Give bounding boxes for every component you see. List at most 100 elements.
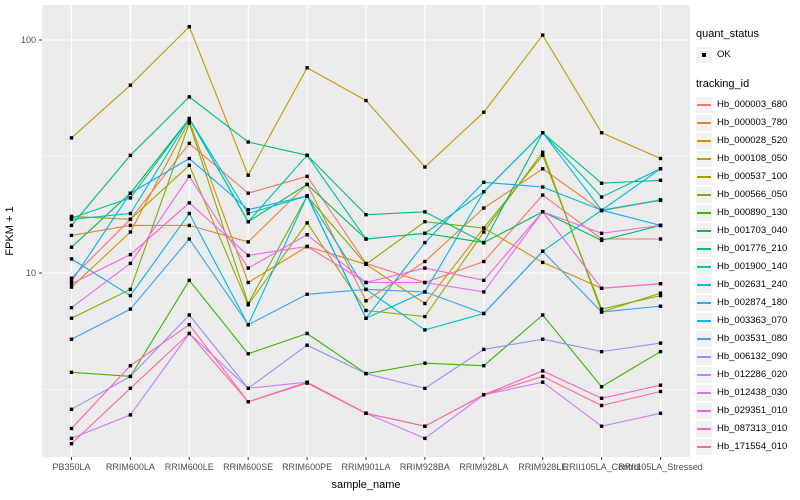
data-point [305,174,309,178]
legend-line-swatch-icon [697,193,711,196]
data-point [128,252,133,257]
legend-entry-label: Hb_000108_050 [717,153,788,164]
x-tick-label: RRIM928LA [459,462,508,472]
legend-entry-label: Hb_006132_090 [717,351,788,362]
data-point [69,436,74,441]
data-point [541,185,545,189]
data-point [364,213,368,217]
data-point [658,223,663,228]
legend-key [696,114,712,131]
data-point [364,287,368,292]
legend-entry-Hb_001703_040: Hb_001703_040 [696,222,800,239]
data-point [482,364,486,368]
legend-line-swatch-icon [697,427,711,430]
data-point [128,196,133,200]
y-tick-label: 10 [26,268,36,278]
data-point [187,211,191,216]
data-point [599,403,604,408]
data-point [187,313,191,317]
data-point [599,310,604,314]
x-tick-label: RRII105LA_Control [563,462,641,472]
legend-key [696,294,712,311]
data-point [482,290,486,294]
data-point [658,237,663,241]
data-point [69,426,74,431]
legend-key [696,312,712,329]
legend-key [696,420,712,437]
legend-entry-Hb_012438_030: Hb_012438_030 [696,384,800,401]
legend-entry-Hb_003363_070: Hb_003363_070 [696,312,800,329]
data-point [364,299,368,303]
data-point [69,316,74,320]
legend-line-swatch-icon [697,445,711,448]
data-point [482,180,486,184]
data-point [246,386,250,390]
legend-line-swatch-icon [697,211,711,214]
data-point [482,393,486,397]
legend-key [696,276,712,293]
x-tick-label: RRIM600LE [165,462,214,472]
legend-line-swatch-icon [697,409,711,412]
data-point [305,292,309,296]
legend-key [696,96,712,113]
data-point [69,257,74,261]
data-point [128,413,133,417]
data-point [69,442,74,446]
y-tick-label: 100 [21,35,36,45]
data-point [364,98,368,103]
data-point [541,313,545,317]
data-point [599,208,604,212]
legend-entry-label: Hb_087313_010 [717,423,788,434]
legend-entry-label: Hb_000003_680 [717,99,788,110]
data-point [305,153,309,157]
data-point [69,285,74,289]
x-tick-label: RRIM600PE [282,462,332,472]
quant-status-legend-title: quant_status [696,28,759,40]
data-point [541,337,545,341]
data-point [187,119,191,123]
point-swatch-icon [702,52,706,57]
data-point [246,253,250,258]
data-point [305,381,309,385]
data-point [658,389,663,394]
data-point [69,279,74,284]
legend-key [696,168,712,185]
data-point [599,131,604,135]
data-point [246,323,250,327]
data-point [246,301,250,306]
data-point [69,223,74,228]
x-tick-label: RRIM600LA [106,462,155,472]
legend-key [696,258,712,275]
legend-entry-Hb_006132_090: Hb_006132_090 [696,348,800,365]
legend-line-swatch-icon [697,175,711,178]
data-point [599,307,604,311]
legend-key [696,240,712,257]
legend-entry-label: Hb_003531_080 [717,333,788,344]
legend-entry-ok: OK [696,46,800,63]
data-point [599,238,604,243]
data-point [69,217,74,221]
data-point [364,371,368,376]
data-point [187,25,191,29]
data-point [599,349,604,354]
legend-entry-Hb_002874_180: Hb_002874_180 [696,294,800,311]
data-point [423,314,427,319]
data-point [187,156,191,161]
data-point [128,307,133,311]
legend-key [696,348,712,365]
data-point [364,316,368,320]
legend-entry-Hb_003531_080: Hb_003531_080 [696,330,800,347]
data-point [246,352,250,356]
legend-entry-Hb_012286_020: Hb_012286_020 [696,366,800,383]
data-point [482,190,486,194]
data-point [69,282,74,286]
data-point [541,249,545,253]
tracking-id-legend-entries: Hb_000003_680 Hb_000003_780 Hb_000028_520 H… [696,96,800,455]
data-point [187,95,191,99]
legend-line-swatch-icon [697,301,711,304]
data-point [187,331,191,336]
data-point [69,245,74,249]
data-point [423,210,427,214]
legend-entry-label: Hb_000028_520 [717,135,788,146]
